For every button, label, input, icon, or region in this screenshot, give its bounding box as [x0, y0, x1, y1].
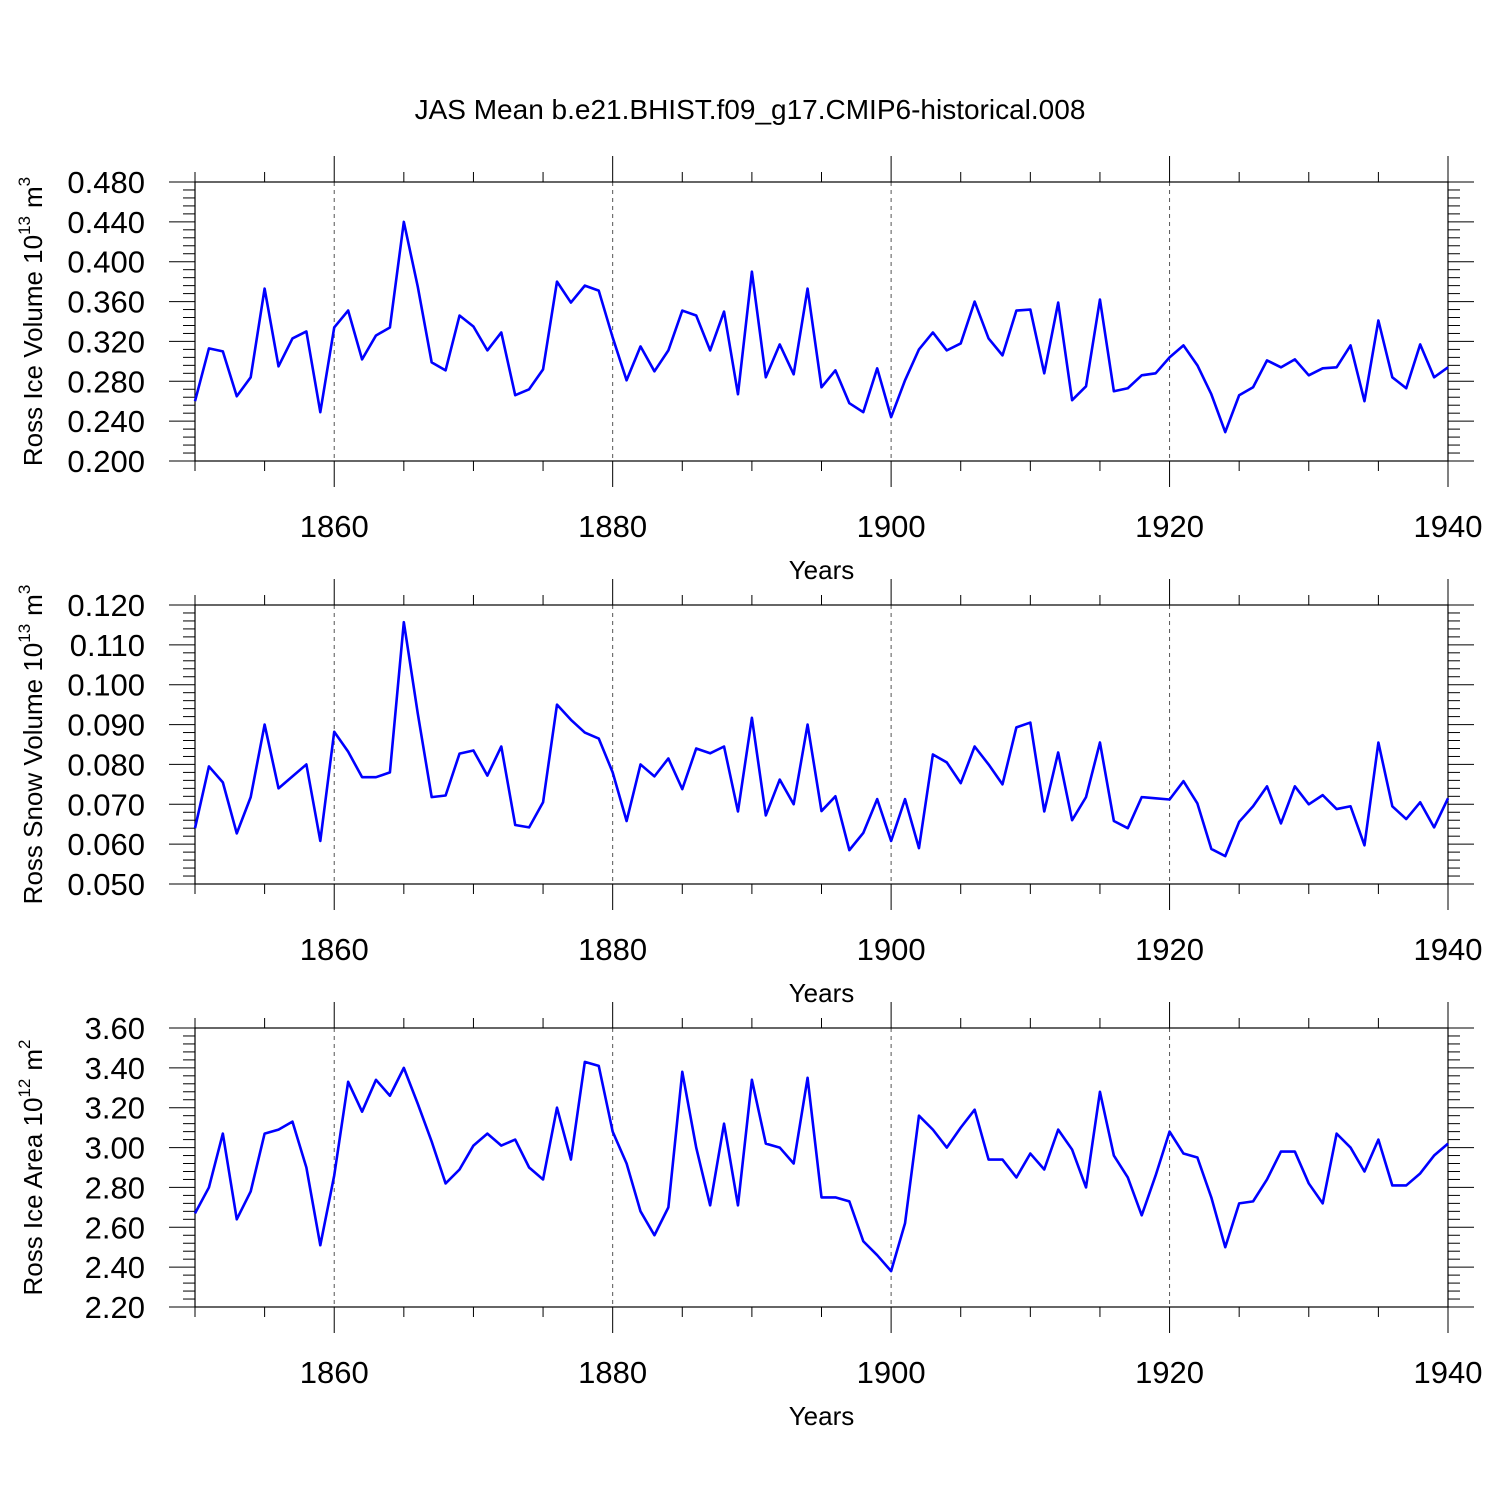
x-tick-label: 1940 — [1414, 932, 1483, 967]
y-tick-label: 0.120 — [67, 588, 145, 623]
series-line — [193, 620, 1450, 858]
x-tick-label: 1880 — [578, 1355, 647, 1390]
y-tick-label: 0.280 — [67, 364, 145, 399]
x-tick-label: 1880 — [578, 932, 647, 967]
y-axis-label-unit: m — [18, 594, 48, 616]
x-tick-label: 1940 — [1414, 1355, 1483, 1390]
y-tick-label: 0.320 — [67, 324, 145, 359]
plot-frame — [194, 1027, 1449, 1308]
y-axis-label-unit: m — [18, 186, 48, 208]
panels: 0.200 0.240 0.280 0.320 0.360 0.400 0.440 0.480… — [15, 156, 1482, 1431]
x-tick-label: 1860 — [300, 1355, 369, 1390]
y-tick-label: 3.20 — [85, 1091, 145, 1126]
panel-1: 0.200 0.240 0.280 0.320 0.360 0.400 0.440 0.480… — [15, 156, 1482, 585]
y-tick-label: 0.090 — [67, 708, 145, 743]
y-axis-label: Ross Ice Volume 1013 m3 — [15, 177, 48, 466]
y-axis-label-unit-exp: 3 — [15, 585, 34, 594]
y-tick-label: 3.40 — [85, 1051, 145, 1086]
y-axis-label-exp: 12 — [15, 1079, 34, 1098]
x-tick-label: 1900 — [857, 509, 926, 544]
y-tick-label: 2.20 — [85, 1290, 145, 1325]
y-tick-label: 3.60 — [85, 1011, 145, 1046]
y-tick-label: 0.060 — [67, 827, 145, 862]
y-tick-label: 2.40 — [85, 1250, 145, 1285]
plot-frame — [194, 604, 1449, 885]
figure-title: JAS Mean b.e21.BHIST.f09_g17.CMIP6-histo… — [415, 94, 1086, 125]
y-tick-label: 0.080 — [67, 747, 145, 782]
x-tick-label: 1920 — [1135, 509, 1204, 544]
x-tick-label: 1920 — [1135, 932, 1204, 967]
x-axis-label: Years — [789, 555, 855, 585]
y-tick-label: 0.070 — [67, 787, 145, 822]
panel-3: 2.20 2.40 2.60 2.80 3.00 3.20 3.40 3.60 1860 1880… — [15, 1002, 1482, 1431]
y-axis-label-unit-exp: 3 — [15, 177, 34, 186]
y-tick-label: 0.360 — [67, 285, 145, 320]
x-tick-label: 1860 — [300, 932, 369, 967]
y-axis-label-unit: m — [18, 1049, 48, 1071]
y-axis-label: Ross Snow Volume 1013 m3 — [15, 585, 48, 905]
y-tick-label: 0.100 — [67, 668, 145, 703]
y-axis-label-text: Ross Ice Volume 10 — [18, 235, 48, 466]
y-tick-label: 0.480 — [67, 165, 145, 200]
y-tick-label: 2.80 — [85, 1170, 145, 1205]
plot-frame — [194, 181, 1449, 462]
x-tick-label: 1860 — [300, 509, 369, 544]
y-tick-label: 0.440 — [67, 205, 145, 240]
y-axis-label: Ross Ice Area 1012 m2 — [15, 1039, 48, 1295]
series-line — [193, 220, 1449, 434]
y-tick-label: 0.110 — [70, 628, 145, 663]
panel-2: 0.050 0.060 0.070 0.080 0.090 0.100 0.110 0.120… — [15, 579, 1482, 1008]
series-line — [193, 1060, 1449, 1273]
y-axis-label-unit-exp: 2 — [15, 1039, 34, 1048]
y-tick-label: 2.60 — [85, 1210, 145, 1245]
x-tick-label: 1920 — [1135, 1355, 1204, 1390]
x-tick-label: 1900 — [857, 932, 926, 967]
y-axis-label-text: Ross Ice Area 10 — [18, 1098, 48, 1296]
y-tick-label: 0.200 — [67, 444, 145, 479]
y-tick-label: 0.240 — [67, 404, 145, 439]
y-tick-label: 0.400 — [67, 245, 145, 280]
x-tick-label: 1880 — [578, 509, 647, 544]
y-axis-label-exp: 13 — [15, 624, 34, 643]
y-tick-label: 0.050 — [67, 867, 145, 902]
x-tick-label: 1900 — [857, 1355, 926, 1390]
x-tick-label: 1940 — [1414, 509, 1483, 544]
y-axis-label-exp: 13 — [15, 216, 34, 235]
y-axis-label-text: Ross Snow Volume 10 — [18, 643, 48, 905]
x-axis-label: Years — [789, 978, 855, 1008]
x-axis-label: Years — [789, 1401, 855, 1431]
y-tick-label: 3.00 — [85, 1131, 145, 1166]
